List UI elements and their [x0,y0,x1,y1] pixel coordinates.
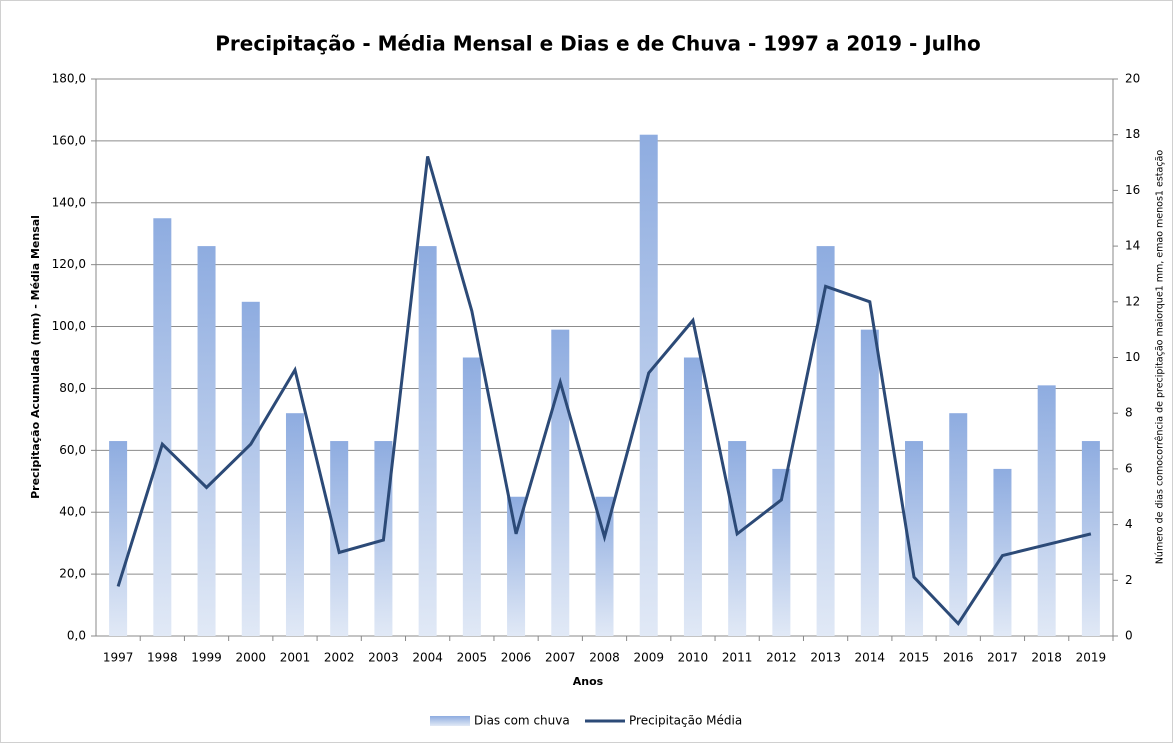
bar [728,441,747,636]
bar [949,413,968,636]
bar [551,329,570,636]
y-tick-label: 120,0 [52,257,86,271]
bar [639,134,658,636]
y-tick-label: 100,0 [52,319,86,333]
x-tick-label: 2005 [457,651,488,665]
y-tick-label: 180,0 [52,72,86,86]
bar [330,441,349,636]
y2-tick-label: 14 [1125,239,1140,253]
y-tick-label: 20,0 [59,567,86,581]
bar [462,357,481,636]
x-tick-label: 1997 [103,651,134,665]
x-axis-title: Anos [573,675,604,688]
y2-tick-label: 20 [1125,72,1140,86]
x-tick-label: 2011 [722,651,753,665]
line [116,155,1092,627]
x-tick-label: 2015 [899,651,930,665]
bar [507,496,526,636]
bar [1037,385,1056,636]
x-tick-label: 2014 [855,651,886,665]
x-tick-label: 2009 [633,651,664,665]
x-tick-label: 2003 [368,651,399,665]
x-tick-label: 2000 [235,651,266,665]
x-tick-label: 2010 [678,651,709,665]
y-tick-label: 80,0 [59,381,86,395]
bar [816,246,835,636]
x-tick-label: 2017 [987,651,1018,665]
y-tick-label: 40,0 [59,505,86,519]
bar [241,301,260,636]
x-tick-label: 2016 [943,651,974,665]
x-tick-label: 1998 [147,651,178,665]
y-tick-label: 0,0 [67,629,86,643]
y2-tick-label: 4 [1125,517,1133,531]
y2-tick-label: 16 [1125,183,1140,197]
bar [860,329,879,636]
bar [285,413,304,636]
bar [905,441,924,636]
y2-tick-label: 12 [1125,294,1140,308]
legend-swatch [430,716,470,726]
bar [993,468,1012,636]
bar [1081,441,1100,636]
bar [197,246,216,636]
bar [772,468,791,636]
x-tick-label: 2001 [280,651,311,665]
y-tick-label: 160,0 [52,133,86,147]
legend-label: Dias com chuva [474,714,570,728]
chart-title: Precipitação - Média Mensal e Dias e de … [215,32,981,56]
x-tick-label: 1999 [191,651,222,665]
bar [683,357,702,636]
bar [418,246,437,636]
y2-tick-label: 0 [1125,629,1133,643]
bar [109,441,128,636]
x-tick-label: 2002 [324,651,355,665]
x-tick-label: 2006 [501,651,532,665]
x-tick-label: 2004 [412,651,443,665]
y-tick-label: 60,0 [59,443,86,457]
legend-label: Precipitação Média [629,714,742,728]
bar [153,218,172,636]
y2-tick-label: 18 [1125,127,1140,141]
x-tick-label: 2018 [1031,651,1062,665]
x-tick-label: 2012 [766,651,797,665]
x-tick-label: 2019 [1076,651,1107,665]
y2-tick-label: 2 [1125,573,1133,587]
y-tick-label: 140,0 [52,195,86,209]
x-tick-label: 2007 [545,651,576,665]
y2-axis-title: Número de dias comocorrência de precipit… [1155,150,1166,565]
x-tick-label: 2008 [589,651,620,665]
y2-tick-label: 10 [1125,350,1140,364]
y2-tick-label: 8 [1125,406,1133,420]
y2-tick-label: 6 [1125,461,1133,475]
bar [595,496,614,636]
y-axis-title: Precipitação Acumulada (mm) - Média Mens… [29,215,42,499]
x-tick-label: 2013 [810,651,841,665]
